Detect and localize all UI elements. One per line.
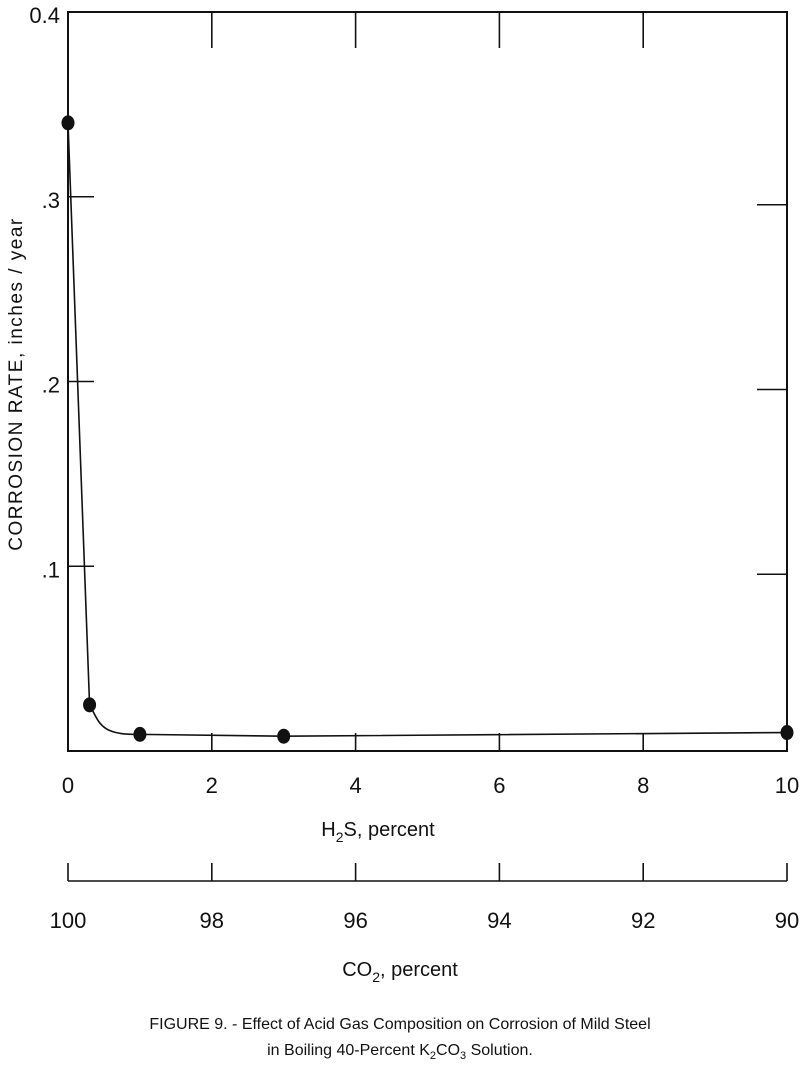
data-point-1 — [61, 115, 75, 131]
data-point-4 — [277, 728, 291, 744]
secondary-x-tick-label-94: 94 — [487, 908, 511, 933]
x-axis-label: H2S, percent — [321, 819, 435, 845]
x-tick-label-2: 2 — [206, 773, 218, 798]
secondary-x-tick-label-100: 100 — [50, 908, 87, 933]
data-point-5 — [780, 725, 794, 741]
y-tick-label-0.4: 0.4 — [29, 3, 60, 28]
secondary-x-tick-label-92: 92 — [631, 908, 655, 933]
x-tick-label-8: 8 — [637, 773, 649, 798]
plot-frame — [67, 11, 788, 882]
series-line — [67, 122, 788, 738]
secondary-x-axis-label: CO2, percent — [342, 959, 458, 985]
tick-labels: 0 2 4 6 8 10 100 98 96 94 92 90 .1 .2 .3 0.4 — [29, 3, 799, 933]
y-tick-label-.3: .3 — [42, 188, 60, 213]
data-points — [61, 115, 794, 744]
y-tick-label-.2: .2 — [42, 373, 60, 398]
figure-caption: FIGURE 9. - Effect of Acid Gas Compositi… — [0, 1012, 800, 1069]
secondary-x-tick-label-90: 90 — [775, 908, 799, 933]
plot-border — [67, 11, 788, 752]
data-point-2 — [83, 697, 97, 713]
x-tick-label-4: 4 — [349, 773, 361, 798]
x-tick-label-0: 0 — [62, 773, 74, 798]
secondary-x-tick-label-98: 98 — [200, 908, 224, 933]
data-point-3 — [133, 726, 147, 742]
x-tick-label-10: 10 — [775, 773, 799, 798]
axis-ticks — [67, 12, 788, 881]
x-tick-label-6: 6 — [493, 773, 505, 798]
corrosion-chart: 0 2 4 6 8 10 100 98 96 94 92 90 .1 .2 .3 0.4 CORROSION … — [6, 3, 799, 985]
caption-line-1: FIGURE 9. - Effect of Acid Gas Compositi… — [149, 1016, 651, 1033]
caption-line-2: in Boiling 40-Percent K2CO3 Solution. — [267, 1042, 533, 1063]
y-axis-label: CORROSION RATE, inches / year — [6, 217, 27, 551]
y-tick-label-.1: .1 — [42, 557, 60, 582]
secondary-x-tick-label-96: 96 — [343, 908, 367, 933]
